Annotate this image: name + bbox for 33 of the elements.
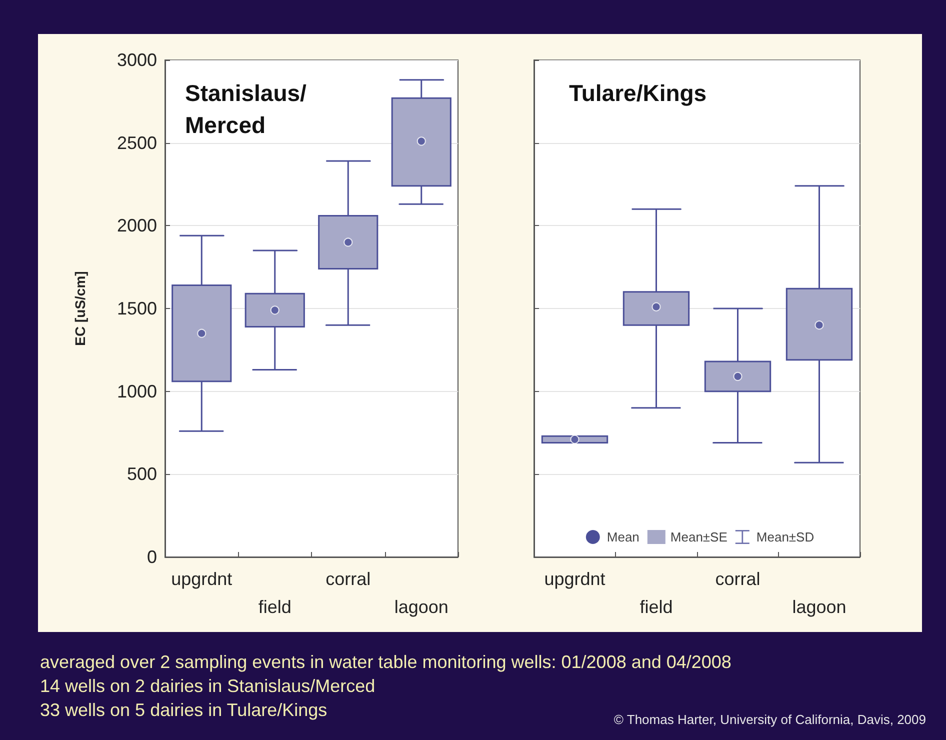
point: [814, 320, 824, 330]
x-tick-label: corral: [326, 569, 371, 589]
x-tick-label: upgrdnt: [171, 569, 232, 589]
x-tick-label: lagoon: [394, 597, 448, 617]
y-axis-title: EC [uS/cm]: [72, 271, 88, 346]
point: [416, 136, 426, 146]
y-tick-label: 3000: [116, 50, 157, 70]
x-tick-label: lagoon: [792, 597, 846, 617]
point: [570, 434, 580, 444]
annotation: Mean±SD: [756, 530, 814, 544]
y-tick-label: 500: [126, 464, 157, 484]
legend-label: Mean±SE: [670, 530, 728, 544]
point: [344, 238, 353, 247]
text: 14 wells on 2 dairies in Stanislaus/Merced: [40, 675, 376, 698]
text: © Thomas Harter, University of California, Davis, 2009: [614, 712, 926, 727]
x-tick-label: field: [640, 597, 673, 617]
x-tick-label: corral: [715, 569, 760, 589]
y-tick-label: 2000: [116, 216, 157, 236]
text: Tulare/Kings: [569, 80, 707, 106]
y-tick-label: 1500: [116, 298, 157, 318]
y-tick-label: 2500: [116, 132, 157, 153]
point: [652, 302, 661, 312]
point: [197, 328, 206, 338]
point: [733, 372, 742, 381]
legend-label: Mean: [606, 530, 640, 544]
text: Stanislaus/ Merced: [185, 80, 308, 138]
point: [270, 306, 280, 315]
text: 33 wells on 5 dairies in Tulare/Kings: [40, 700, 328, 720]
x-tick-label: upgrdnt: [544, 569, 606, 589]
y-tick-label: 1000: [116, 381, 157, 402]
x-tick-label: field: [258, 597, 292, 617]
y-tick-label: 0: [146, 547, 157, 567]
text: averaged over 2 sampling events in water table monitoring wells: 01/2008 and 04/2008: [40, 651, 732, 674]
